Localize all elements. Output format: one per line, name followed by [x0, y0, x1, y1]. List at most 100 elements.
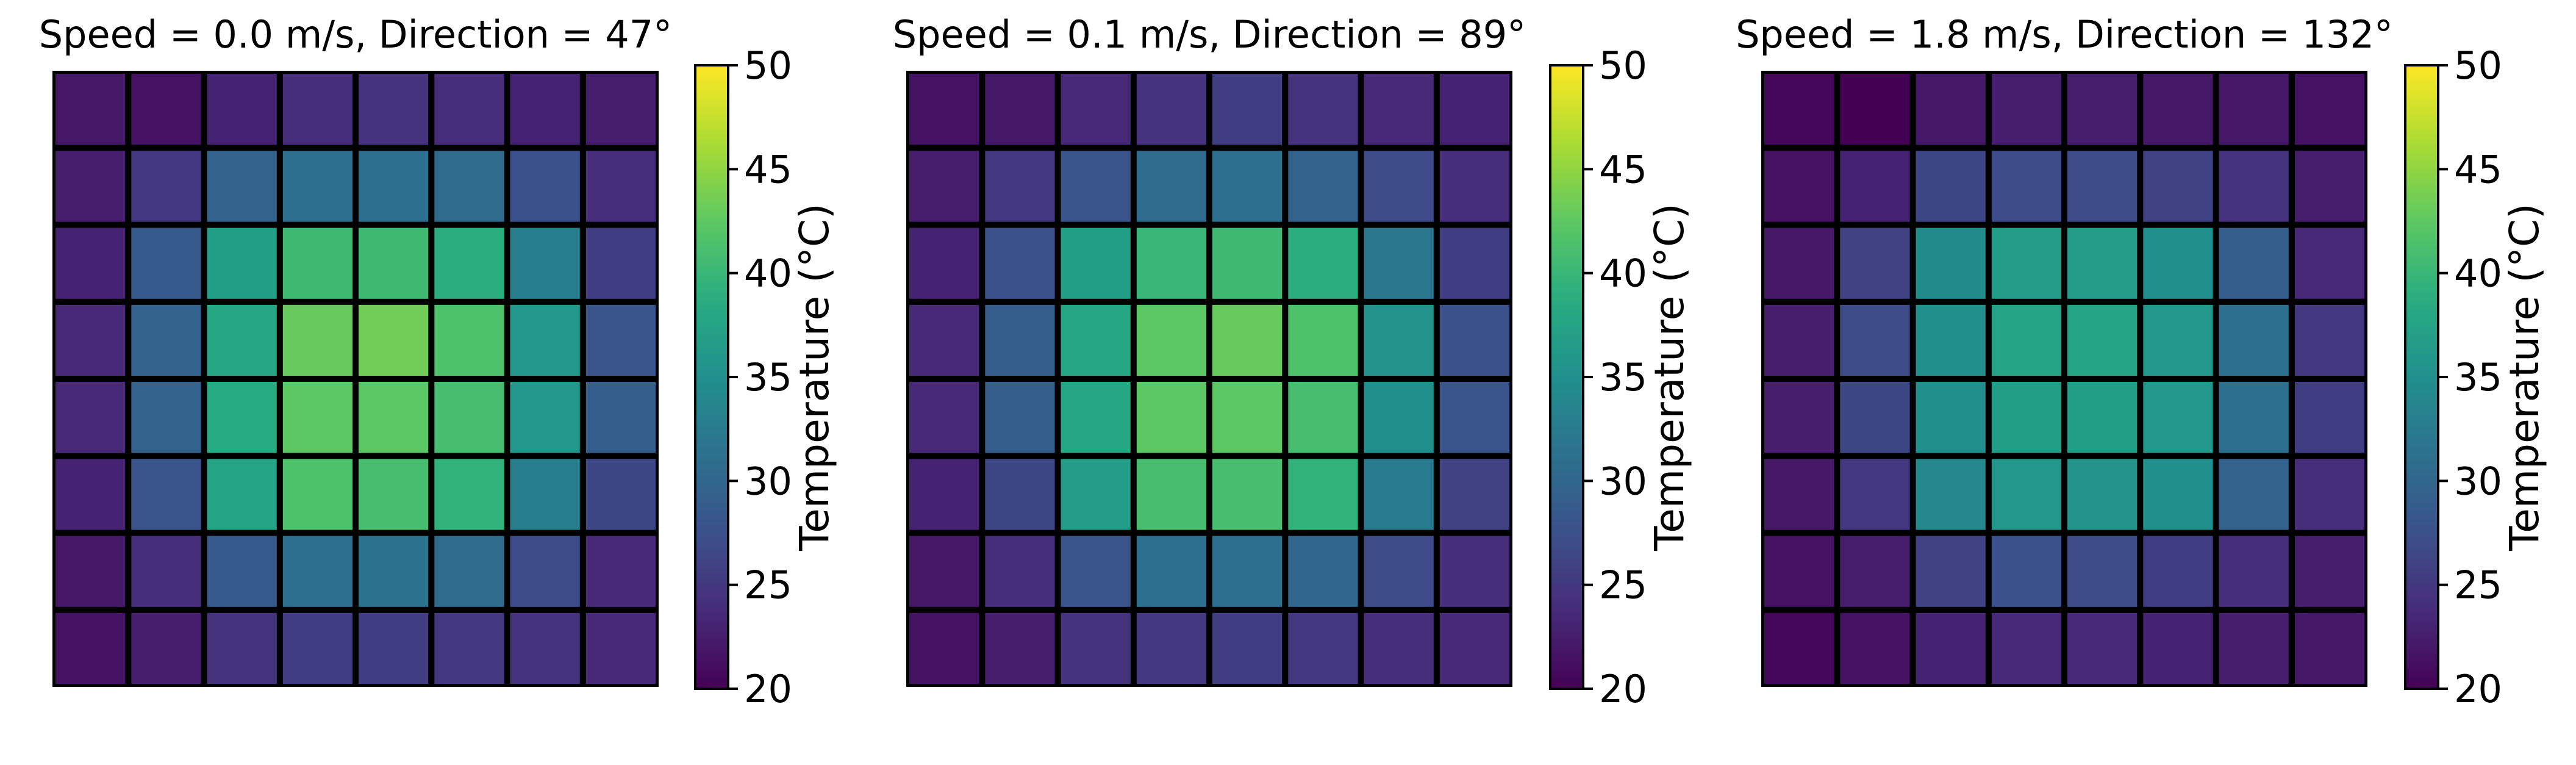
heatmap-cell: [1439, 74, 1510, 145]
colorbar: 20 25 30 35 40 45 50 Temperature (°C): [1549, 43, 1693, 711]
heatmap-cell: [1364, 536, 1434, 607]
heatmap-cell: [131, 74, 201, 145]
heatmap-cell: [1136, 228, 1207, 299]
heatmap-cell: [55, 228, 126, 299]
heatmap-cell: [2219, 382, 2289, 453]
heatmap-cell: [510, 74, 580, 145]
heatmap-cell: [1916, 612, 1986, 684]
heatmap-cell: [1439, 228, 1510, 299]
heatmap-cell: [2067, 228, 2138, 299]
heatmap-cell: [2219, 304, 2289, 376]
heatmap-cell: [282, 228, 353, 299]
heatmap-cell: [985, 536, 1055, 607]
heatmap-cell: [55, 612, 126, 684]
colorbar-tick-label: 40: [2454, 251, 2502, 296]
heatmap-cell: [1916, 74, 1986, 145]
heatmap-cell: [2143, 459, 2213, 530]
heatmap-cell: [1061, 74, 1131, 145]
heatmap-cell: [1364, 382, 1434, 453]
panel-title: Speed = 0.0 m/s, Direction = 47°: [39, 12, 672, 57]
heatmap-cell: [909, 459, 979, 530]
colorbar-tick-label: 35: [1599, 355, 1647, 400]
heatmap-cell: [2219, 228, 2289, 299]
heatmap-cell: [1764, 612, 1834, 684]
heatmap-cell: [510, 612, 580, 684]
heatmap-cell: [2067, 74, 2138, 145]
colorbar-tick-label: 25: [744, 563, 792, 608]
heatmap-cell: [510, 459, 580, 530]
heatmap-cell: [282, 304, 353, 376]
heatmap-cell: [585, 536, 656, 607]
heatmap-cell: [282, 382, 353, 453]
heatmap-cell: [1916, 304, 1986, 376]
heatmap-cell: [359, 304, 429, 376]
heatmap-cell: [131, 228, 201, 299]
heatmap-cell: [1840, 304, 1910, 376]
heatmap-cell: [434, 228, 504, 299]
colorbar-tick-label: 20: [744, 667, 792, 711]
heatmap-cell: [434, 304, 504, 376]
heatmap-cell: [1136, 459, 1207, 530]
heatmap-cell: [2067, 459, 2138, 530]
heatmap-cell: [1916, 459, 1986, 530]
heatmap-cell: [207, 74, 277, 145]
heatmap-cell: [1136, 74, 1207, 145]
panel-title: Speed = 1.8 m/s, Direction = 132°: [1736, 12, 2393, 57]
heatmap-cell: [359, 74, 429, 145]
heatmap-cell: [359, 459, 429, 530]
heatmap-panel-3: Speed = 1.8 m/s, Direction = 132° 20 25 30 3…: [1736, 12, 2548, 711]
heatmap-cell: [359, 382, 429, 453]
heatmap-cell: [1840, 228, 1910, 299]
heatmap-cell: [131, 382, 201, 453]
heatmap-cell: [2219, 459, 2289, 530]
heatmap-cell: [1364, 151, 1434, 222]
heatmap-cell: [1061, 459, 1131, 530]
heatmap-cell: [1439, 612, 1510, 684]
heatmap-cell: [1916, 228, 1986, 299]
heatmap-cell: [282, 74, 353, 145]
heatmap-cell: [510, 228, 580, 299]
heatmap-cell: [909, 304, 979, 376]
heatmap-cell: [1764, 382, 1834, 453]
heatmap-cell: [434, 459, 504, 530]
colorbar-tick-label: 50: [1599, 43, 1647, 88]
colorbar-gradient: [2405, 65, 2438, 689]
colorbar-label: Temperature (°C): [1646, 203, 1693, 551]
colorbar-tick-label: 20: [1599, 667, 1647, 711]
heatmap-cell: [1061, 536, 1131, 607]
heatmap-cell: [1212, 612, 1283, 684]
heatmap-cell: [985, 304, 1055, 376]
colorbar-tick-label: 40: [744, 251, 792, 296]
heatmap-cell: [1061, 304, 1131, 376]
heatmap-cell: [1288, 382, 1358, 453]
heatmap-cell: [2219, 536, 2289, 607]
heatmap-cell: [55, 151, 126, 222]
heatmap-cell: [1364, 459, 1434, 530]
heatmap-cell: [909, 74, 979, 145]
colorbar-tick-label: 50: [2454, 43, 2502, 88]
colorbar-tick-label: 45: [744, 147, 792, 192]
heatmap-cell: [2294, 304, 2365, 376]
heatmap-cell: [1764, 536, 1834, 607]
heatmap-cell: [585, 459, 656, 530]
heatmap-cell: [510, 382, 580, 453]
heatmap-cell: [585, 612, 656, 684]
heatmap-cell: [2143, 304, 2213, 376]
heatmap-cell: [2219, 74, 2289, 145]
heatmap-cell: [1364, 228, 1434, 299]
heatmap-cell: [2294, 382, 2365, 453]
heatmap-cell: [1991, 536, 2062, 607]
heatmap-cell: [909, 151, 979, 222]
colorbar-tick-label: 35: [744, 355, 792, 400]
heatmap-cell: [985, 612, 1055, 684]
heatmap-cell: [1212, 536, 1283, 607]
heatmap-cell: [207, 382, 277, 453]
colorbar-tick-label: 25: [1599, 563, 1647, 608]
heatmap-cell: [1764, 228, 1834, 299]
heatmap-cell: [1364, 74, 1434, 145]
heatmap-cell: [2067, 536, 2138, 607]
heatmap-cell: [1212, 74, 1283, 145]
heatmap-cell: [55, 536, 126, 607]
heatmap-cell: [2294, 459, 2365, 530]
heatmap-cell: [1840, 151, 1910, 222]
